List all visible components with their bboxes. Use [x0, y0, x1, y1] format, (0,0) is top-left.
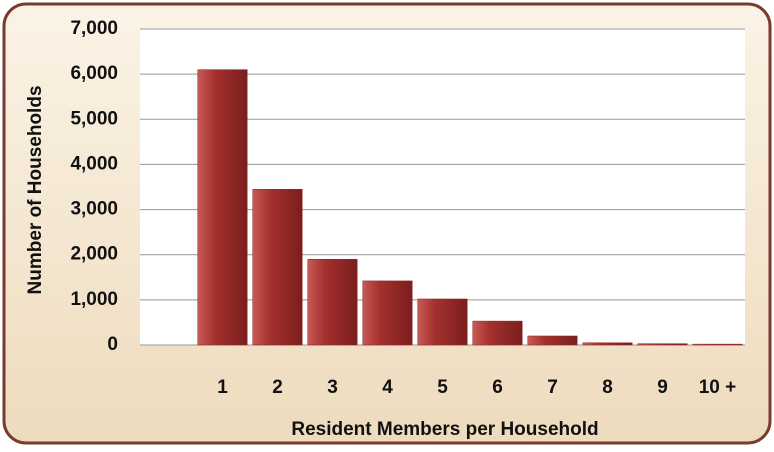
bar [252, 189, 303, 346]
y-tick-label: 1,000 [70, 289, 118, 310]
x-tick-label: 7 [547, 377, 558, 398]
x-tick-label: 10 + [699, 377, 737, 398]
x-axis-title: Resident Members per Household [291, 419, 598, 440]
bar [197, 69, 248, 346]
y-tick-label: 0 [107, 334, 118, 355]
x-tick-label: 6 [492, 377, 503, 398]
y-tick-label: 6,000 [70, 63, 118, 84]
y-tick-label: 3,000 [70, 199, 118, 220]
y-axis-title: Number of Households [25, 85, 46, 294]
bar [637, 343, 688, 346]
bar [527, 335, 578, 346]
y-tick-label: 2,000 [70, 244, 118, 265]
y-tick-label: 4,000 [70, 153, 118, 174]
x-tick-label: 2 [272, 377, 283, 398]
x-tick-label: 4 [382, 377, 393, 398]
bar [307, 258, 358, 346]
bar [582, 342, 633, 346]
bar [472, 320, 523, 346]
x-tick-label: 8 [602, 377, 613, 398]
bar [692, 343, 743, 346]
bar [362, 280, 413, 346]
x-tick-label: 5 [437, 377, 448, 398]
y-tick-label: 7,000 [70, 18, 118, 39]
x-tick-label: 3 [327, 377, 338, 398]
y-tick-label: 5,000 [70, 108, 118, 129]
bar [417, 298, 468, 346]
x-tick-label: 1 [217, 377, 228, 398]
x-tick-label: 9 [657, 377, 668, 398]
